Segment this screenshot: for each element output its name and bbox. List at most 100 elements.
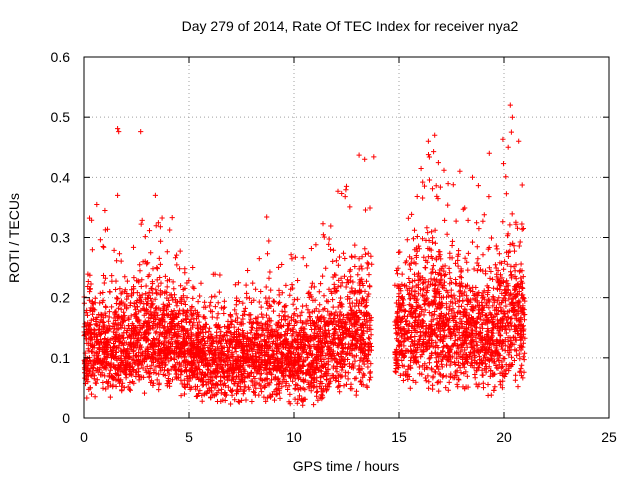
data-point — [419, 236, 426, 242]
data-point — [133, 369, 139, 375]
data-point — [343, 284, 349, 290]
data-point — [264, 345, 270, 352]
data-point — [115, 367, 121, 373]
data-point — [197, 345, 204, 351]
data-point — [142, 234, 148, 240]
data-point — [360, 357, 366, 363]
data-point — [105, 379, 112, 385]
data-point — [144, 356, 150, 362]
data-point — [131, 348, 137, 354]
data-point — [182, 326, 188, 332]
data-point — [198, 280, 204, 286]
data-point — [204, 361, 211, 367]
data-point — [289, 338, 295, 344]
data-point — [241, 356, 247, 362]
data-point — [355, 272, 361, 278]
data-point — [282, 366, 288, 372]
data-point — [118, 300, 124, 306]
data-point — [174, 341, 180, 347]
data-point — [326, 334, 332, 340]
data-point — [404, 237, 410, 243]
data-point — [191, 285, 197, 291]
data-point — [354, 297, 360, 303]
data-point — [441, 279, 448, 285]
data-point — [184, 295, 190, 301]
data-point — [91, 332, 97, 338]
data-point — [142, 334, 148, 340]
data-point — [169, 377, 176, 383]
data-point — [413, 299, 419, 306]
data-point — [128, 293, 134, 299]
data-point — [94, 339, 100, 345]
data-point — [145, 260, 151, 266]
data-point — [164, 284, 170, 290]
data-point — [226, 358, 232, 364]
data-point — [259, 389, 265, 395]
data-point — [365, 293, 371, 299]
data-point — [199, 358, 205, 364]
data-point — [271, 351, 277, 357]
data-point — [134, 304, 141, 310]
data-point — [335, 359, 341, 366]
data-point — [356, 307, 362, 313]
data-point — [320, 273, 326, 279]
data-point — [329, 311, 335, 317]
data-point — [295, 340, 301, 346]
data-point — [122, 301, 128, 307]
data-point — [342, 255, 348, 262]
data-point — [281, 314, 287, 320]
data-point — [281, 303, 287, 309]
data-point — [116, 345, 122, 351]
data-point — [487, 275, 493, 281]
data-point — [217, 335, 223, 341]
data-point — [84, 363, 90, 369]
data-point — [352, 242, 358, 248]
data-point — [259, 311, 265, 317]
data-point — [115, 296, 121, 302]
data-point — [177, 346, 183, 352]
data-point — [159, 347, 165, 354]
data-point — [94, 377, 100, 383]
data-point — [131, 328, 137, 334]
data-point — [137, 293, 143, 299]
data-point — [333, 258, 339, 264]
data-point — [292, 368, 298, 374]
data-point — [181, 391, 188, 397]
data-point — [338, 302, 344, 308]
data-point — [122, 361, 129, 367]
data-point — [84, 328, 90, 334]
data-point — [341, 313, 347, 319]
data-point — [350, 365, 356, 371]
data-point — [333, 376, 339, 382]
data-point — [265, 357, 271, 363]
data-point — [283, 342, 289, 348]
data-point — [285, 327, 291, 333]
data-point — [164, 278, 170, 284]
data-point — [240, 300, 246, 306]
data-point — [179, 368, 185, 374]
data-point — [362, 156, 368, 162]
data-point — [306, 381, 312, 387]
data-point — [253, 351, 259, 357]
data-point — [205, 338, 211, 344]
data-point — [400, 377, 406, 384]
data-point — [263, 398, 269, 404]
data-point — [110, 340, 117, 347]
data-point — [186, 378, 192, 384]
data-point — [203, 372, 209, 378]
data-point — [276, 287, 282, 293]
data-point — [184, 348, 191, 354]
data-point — [348, 381, 354, 387]
data-point — [189, 322, 196, 328]
data-point — [113, 309, 119, 315]
data-point — [153, 316, 159, 323]
data-point — [171, 316, 177, 322]
data-point — [364, 297, 370, 303]
data-point — [181, 384, 187, 390]
data-point — [208, 395, 214, 401]
data-point — [285, 326, 291, 332]
data-point — [177, 248, 183, 254]
data-point — [158, 368, 164, 374]
data-point — [361, 361, 367, 367]
data-point — [146, 228, 153, 234]
